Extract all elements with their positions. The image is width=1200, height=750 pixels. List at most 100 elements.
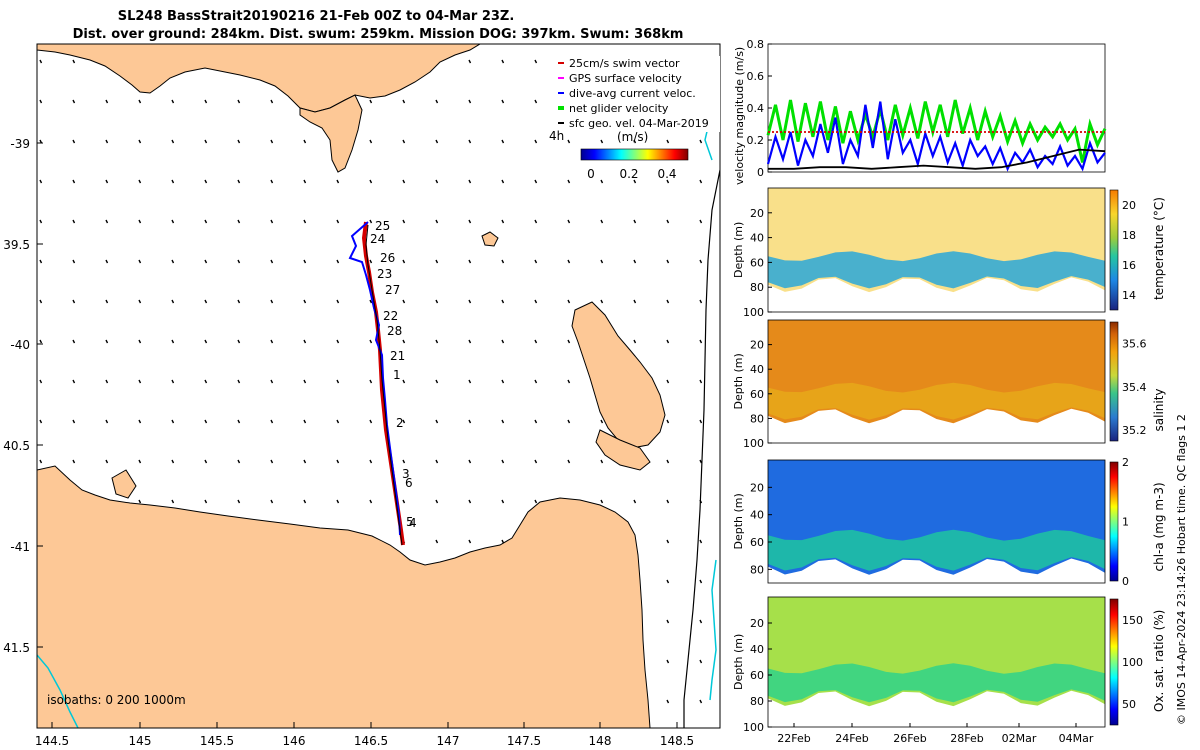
velocity-arrow (567, 299, 571, 304)
velocity-arrow (402, 179, 406, 184)
velocity-arrow (303, 419, 307, 424)
map-x-tick-label: 147 (437, 734, 460, 748)
heatmap-deep-layer (768, 251, 1105, 289)
depth-tick-label: 80 (750, 563, 764, 576)
map-x-tick-label: 146.5 (354, 734, 388, 748)
velocity-arrow (303, 179, 307, 184)
velocity-arrow (567, 379, 571, 384)
land-cape-barren-island (595, 429, 651, 471)
map-axis-ticks: 144.5 145 145.5 146 146.5 147 147.5 148 148.5-39… (3, 137, 694, 748)
velocity-arrow (501, 139, 505, 144)
vector-scale-label: 4h (549, 129, 564, 143)
velocity-arrow (435, 499, 439, 504)
day-label: 5 (406, 515, 414, 529)
date-tick-label: 26Feb (893, 732, 926, 745)
heatmap-frame (767, 459, 1106, 584)
colorbar-tick-label: 100 (1122, 656, 1143, 669)
velocity-arrow (534, 499, 538, 504)
velocity-arrow (105, 139, 109, 144)
velocity-arrow (699, 379, 703, 384)
velocity-arrow (270, 379, 274, 384)
velocity-arrow (633, 499, 637, 504)
land-islet-west (111, 469, 137, 499)
colorbar-tick-label: 35.6 (1122, 338, 1147, 351)
depth-tick-label: 100 (743, 721, 764, 734)
legend-entry: net glider velocity (569, 102, 669, 115)
depth-tick-label: 20 (750, 339, 764, 352)
velocity-arrow (402, 379, 406, 384)
velocity-arrow (633, 179, 637, 184)
depth-tick-label: 100 (743, 437, 764, 450)
map-x-tick-label: 148 (589, 734, 612, 748)
velocity-arrow (138, 339, 142, 344)
depth-tick-label: 60 (750, 256, 764, 269)
heatmap-panel: 20 40 60 80 Depth (m) 0 1 2 chl-a (mg m-3) (732, 456, 1166, 588)
velocity-arrow (699, 699, 703, 704)
velocity-arrow (666, 139, 670, 144)
velocity-arrow (336, 379, 340, 384)
velocity-arrow (534, 299, 538, 304)
velocity-arrow (39, 379, 43, 384)
colorbar-label: temperature (°C) (1152, 197, 1166, 300)
velocity-arrow (204, 339, 208, 344)
velocity-arrow (237, 459, 241, 464)
velocity-arrow (171, 139, 175, 144)
velocity-arrow (171, 99, 175, 104)
velocity-arrow (105, 379, 109, 384)
velocity-arrow (534, 99, 538, 104)
velocity-arrow (633, 339, 637, 344)
velocity-arrow (666, 699, 670, 704)
velocity-arrow (369, 339, 373, 344)
velocity-arrow (369, 219, 373, 224)
colorbar-tick: 0 (587, 167, 595, 181)
colorbar-tick: 0.4 (657, 167, 676, 181)
map-x-tick-label: 148.5 (660, 734, 694, 748)
map-y-tick-label: -41 (10, 540, 30, 554)
velocity-arrow (237, 179, 241, 184)
speed-colorbar: 4h (m/s) 0 0.2 0.4 (549, 129, 689, 181)
heatmap-ylabel: Depth (m) (732, 353, 745, 409)
velocity-arrow (402, 99, 406, 104)
velocity-arrow (171, 459, 175, 464)
colorbar-tick-label: 35.2 (1122, 424, 1147, 437)
day-label: 21 (390, 349, 405, 363)
land-king-island-islets (481, 231, 499, 247)
velocity-arrow (204, 459, 208, 464)
velocity-arrow (567, 459, 571, 464)
velocity-arrow (204, 179, 208, 184)
velocity-arrow (501, 379, 505, 384)
day-label: 26 (380, 251, 395, 265)
colorbar-tick-label: 16 (1122, 259, 1136, 272)
colorbar-tick-label: 50 (1122, 698, 1136, 711)
velocity-arrow (435, 259, 439, 264)
day-label: 28 (387, 324, 402, 338)
title-line2: Dist. over ground: 284km. Dist. swum: 25… (73, 27, 684, 42)
depth-tick-label: 40 (750, 643, 764, 656)
velocity-arrow (666, 219, 670, 224)
legend-bg (553, 56, 720, 132)
velocity-arrow (699, 419, 703, 424)
velocity-arrow (402, 419, 406, 424)
velocity-arrow (402, 339, 406, 344)
velocity-arrow (633, 219, 637, 224)
velocity-arrow (501, 499, 505, 504)
colorbar-tick-label: 18 (1122, 229, 1136, 242)
velocity-arrow (501, 299, 505, 304)
velocity-arrow (468, 299, 472, 304)
velocity-arrow (39, 459, 43, 464)
velocity-arrow (105, 219, 109, 224)
velocity-arrow (435, 539, 439, 544)
depth-tick-label: 80 (750, 281, 764, 294)
day-label: 22 (383, 309, 398, 323)
velocity-arrow (72, 179, 76, 184)
date-tick-label: 28Feb (950, 732, 983, 745)
velocity-arrow (501, 179, 505, 184)
velocity-arrow (534, 219, 538, 224)
velocity-arrow (204, 99, 208, 104)
title-line1: SL248 BassStrait20190216 21-Feb 00Z to 0… (118, 9, 515, 24)
velocity-arrow (138, 139, 142, 144)
velocity-arrow (501, 219, 505, 224)
